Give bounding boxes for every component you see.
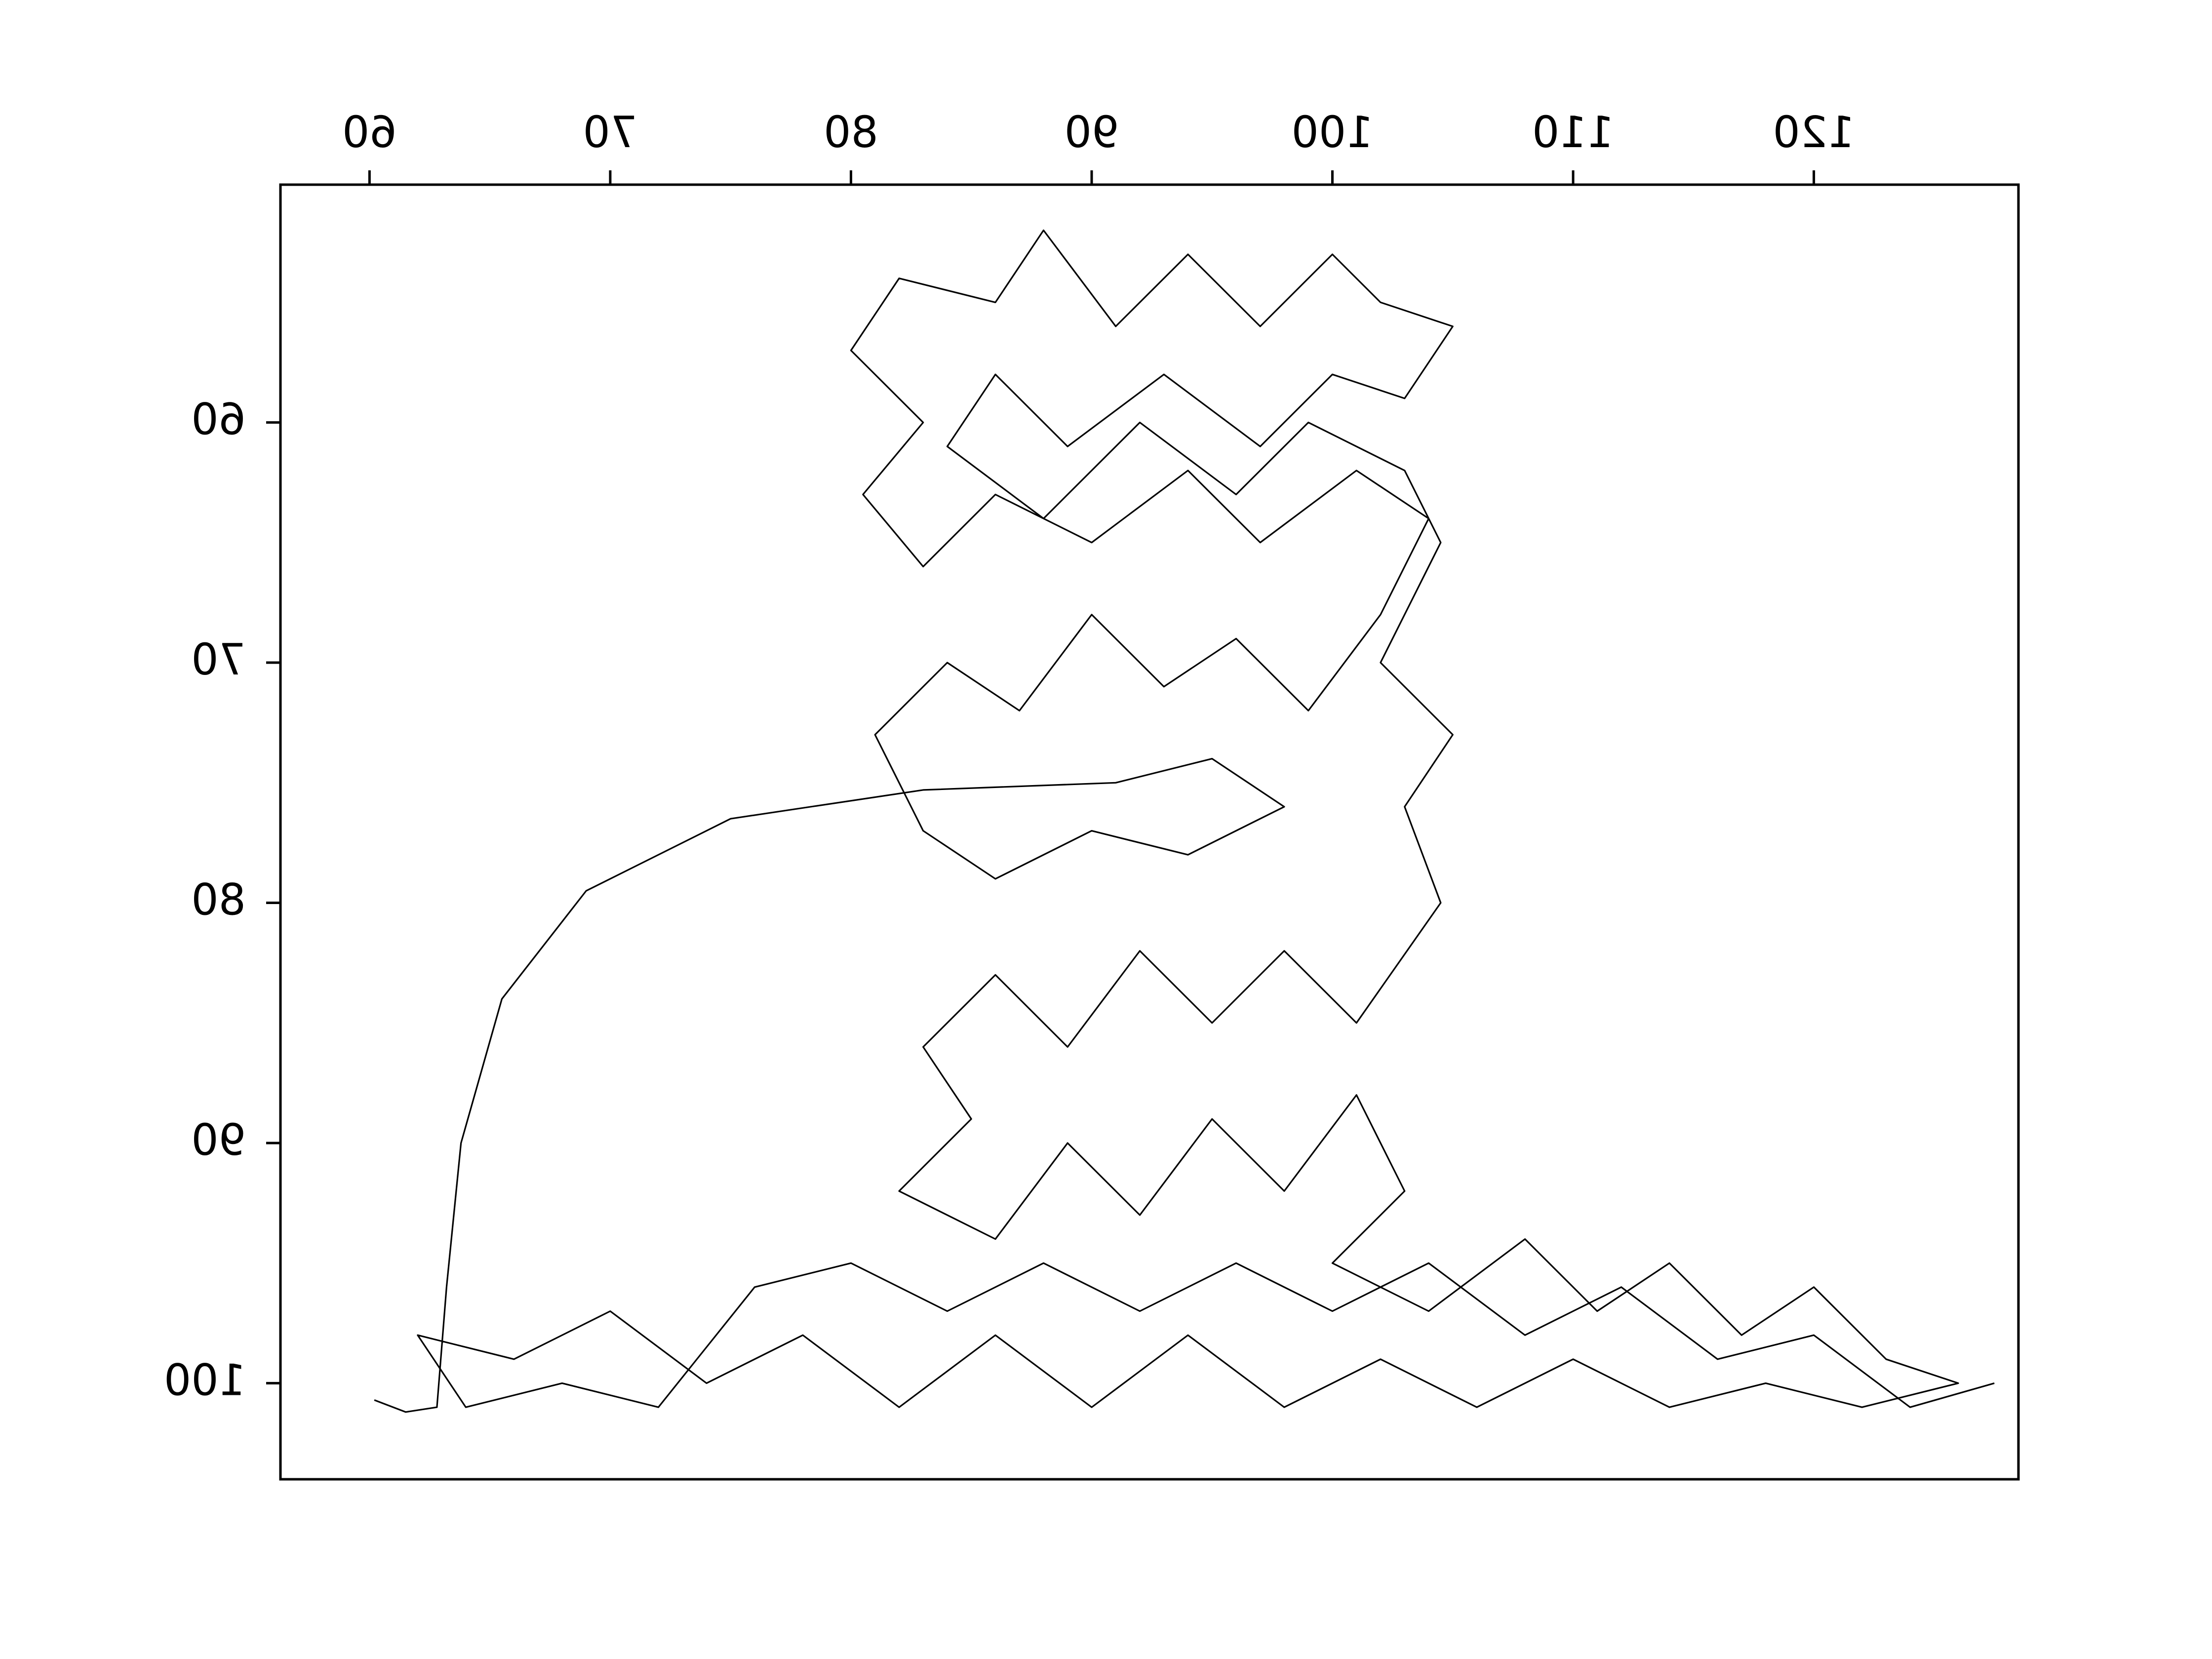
x-tick-label: 90	[1065, 107, 1119, 158]
y-tick-label: 60	[191, 395, 246, 445]
y-tick-label: 100	[164, 1355, 246, 1405]
line-series	[374, 229, 1995, 1413]
y-tick-label: 70	[191, 634, 246, 685]
y-tick-label: 90	[191, 1115, 246, 1165]
x-tick-label: 100	[1291, 107, 1373, 158]
y-tick-label: 80	[191, 874, 246, 925]
x-tick-label: 60	[342, 107, 397, 158]
x-tick-label: 70	[583, 107, 638, 158]
axes-frame	[279, 183, 2020, 1481]
x-tick-label: 80	[824, 107, 878, 158]
x-tick-label: 120	[1773, 107, 1855, 158]
x-tick-label: 110	[1532, 107, 1614, 158]
